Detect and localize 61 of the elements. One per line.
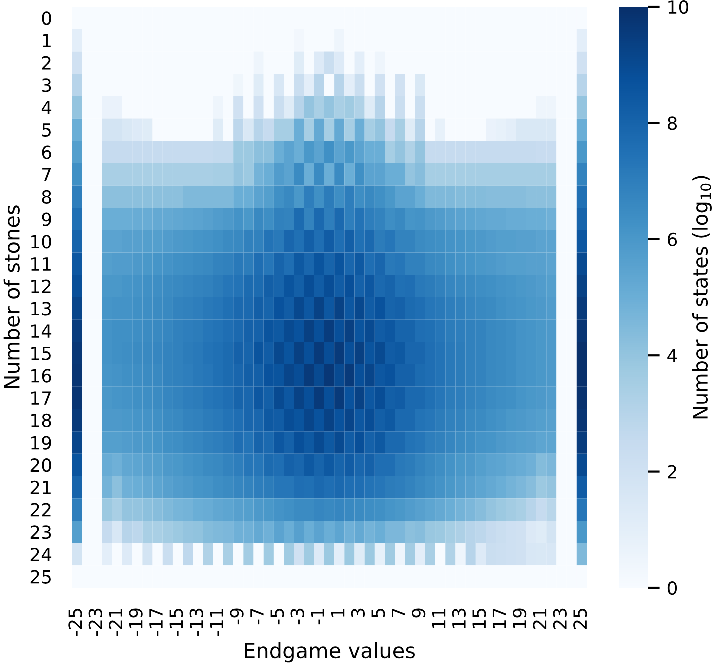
x-tick-label: -1 bbox=[311, 609, 324, 625]
color-bar-label: 8 bbox=[668, 116, 677, 130]
y-tick-label: 23 bbox=[30, 526, 52, 540]
x-tick-label: 19 bbox=[512, 608, 527, 628]
color-bar-label: 0 bbox=[668, 581, 678, 596]
y-tick-label: 2 bbox=[42, 56, 51, 70]
y-tick-label: 24 bbox=[30, 548, 52, 562]
color-bar-label: 6 bbox=[668, 232, 678, 247]
y-tick-label: 10 bbox=[32, 235, 52, 249]
y-tick-label: 8 bbox=[42, 190, 52, 204]
x-tick-label: 15 bbox=[472, 609, 486, 628]
x-tick-label: -3 bbox=[290, 608, 304, 625]
y-tick-label: 19 bbox=[32, 436, 52, 450]
x-tick-label: 13 bbox=[452, 608, 466, 628]
color-bar-label: 4 bbox=[668, 349, 678, 362]
y-tick-label: 25 bbox=[30, 570, 51, 584]
x-tick-label: 17 bbox=[492, 608, 506, 628]
x-tick-label: -7 bbox=[250, 608, 264, 625]
color-bar-label: 10 bbox=[668, 0, 689, 14]
x-tick-label: -25 bbox=[68, 609, 82, 636]
y-tick-label: 3 bbox=[42, 78, 52, 92]
y-tick-label: 21 bbox=[30, 480, 51, 494]
y-tick-label: 20 bbox=[30, 458, 52, 472]
x-tick-label: 11 bbox=[432, 609, 446, 628]
x-tick-label: -23 bbox=[88, 608, 102, 636]
y-tick-label: 11 bbox=[32, 258, 51, 271]
y-tick-label: 5 bbox=[42, 124, 51, 138]
y-tick-label: 22 bbox=[30, 503, 51, 517]
y-tick-label: 17 bbox=[32, 392, 52, 405]
x-tick-label: -5 bbox=[270, 609, 284, 625]
x-tick-label: 25 bbox=[574, 609, 588, 630]
y-tick-label: 0 bbox=[42, 12, 52, 26]
x-tick-label: 5 bbox=[372, 609, 386, 618]
y-tick-label: 9 bbox=[42, 212, 52, 226]
y-tick-label: 13 bbox=[32, 302, 52, 316]
x-tick-label: 3 bbox=[351, 608, 366, 618]
x-tick-label: -19 bbox=[129, 608, 143, 636]
x-tick-label: -13 bbox=[190, 608, 204, 636]
x-tick-label: -17 bbox=[150, 608, 163, 636]
color-bar-label: 2 bbox=[668, 465, 676, 479]
y-tick-label: 15 bbox=[32, 347, 51, 360]
y-tick-label: 6 bbox=[42, 146, 52, 160]
x-tick-label: -21 bbox=[109, 609, 122, 636]
color-bar-title: Number of states (log$_{10}$) bbox=[692, 176, 712, 419]
x-tick-label: 1 bbox=[331, 609, 345, 617]
y-tick-label: 14 bbox=[32, 324, 52, 338]
x-tick-label: 9 bbox=[412, 608, 426, 618]
x-tick-label: 21 bbox=[533, 609, 547, 630]
y-axis-title: Number of stones bbox=[4, 206, 20, 388]
y-tick-label: 4 bbox=[42, 101, 52, 114]
x-tick-label: -9 bbox=[230, 608, 244, 625]
y-tick-label: 12 bbox=[32, 280, 51, 294]
y-tick-label: 18 bbox=[32, 414, 52, 428]
x-tick-label: -11 bbox=[210, 609, 224, 636]
y-tick-label: 7 bbox=[42, 168, 52, 182]
x-tick-label: 23 bbox=[553, 608, 567, 630]
y-tick-label: 1 bbox=[43, 34, 51, 48]
x-tick-label: 7 bbox=[392, 608, 406, 618]
x-axis-title: Endgame values bbox=[245, 642, 416, 663]
y-tick-label: 16 bbox=[32, 369, 52, 383]
x-tick-label: -15 bbox=[170, 609, 184, 636]
